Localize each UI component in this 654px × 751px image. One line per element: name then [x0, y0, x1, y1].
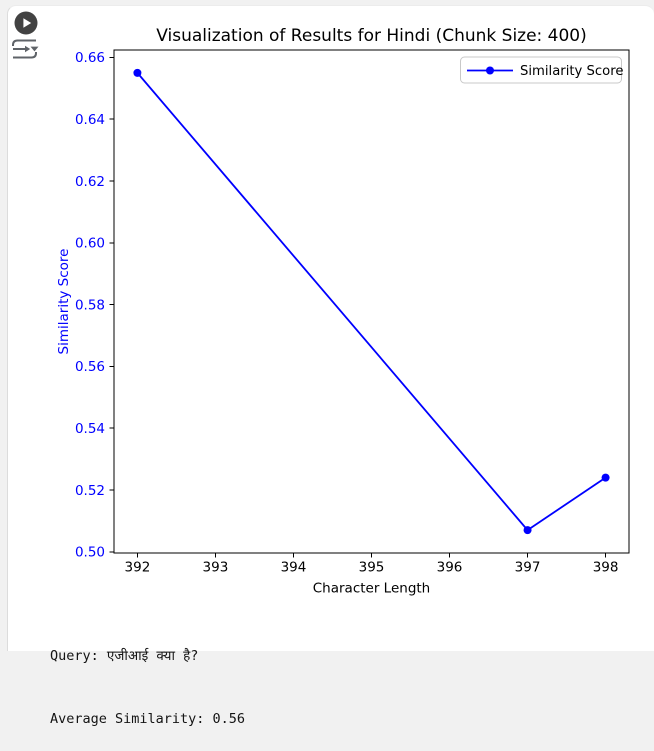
cell-options-button[interactable]	[11, 38, 39, 60]
similarity-line-chart: 392 393 394 395 396 397 398 0.50 0.52 0.54 0.56 0.5…	[56, 26, 630, 597]
cell-output-card	[7, 5, 654, 651]
y-axis-label: Similarity Score	[56, 249, 72, 355]
x-tick-label: 397	[515, 560, 541, 576]
y-tick-label: 0.58	[75, 297, 105, 313]
y-tick-label: 0.66	[75, 50, 105, 66]
data-point-marker	[601, 473, 610, 482]
play-circle-icon	[14, 11, 38, 35]
y-tick-label: 0.54	[75, 421, 105, 437]
plot-border	[113, 49, 630, 554]
x-tick-label: 392	[125, 560, 151, 576]
y-tick-label: 0.64	[75, 112, 105, 128]
chart-title: Visualization of Results for Hindi (Chun…	[156, 26, 587, 46]
y-tick-label: 0.60	[75, 236, 105, 252]
console-query-line: Query: एजीआई क्या है?	[50, 648, 199, 664]
x-tick-label: 398	[593, 560, 619, 576]
y-tick-label: 0.50	[75, 545, 105, 561]
x-tick-label: 396	[437, 560, 463, 576]
y-tick-label: 0.52	[75, 483, 105, 499]
x-tick-label: 393	[203, 560, 229, 576]
x-tick-label: 395	[359, 560, 385, 576]
legend-box	[460, 56, 622, 84]
cell-options-icon	[12, 39, 39, 59]
run-cell-button[interactable]	[13, 10, 39, 36]
data-point-marker	[523, 526, 532, 535]
x-axis-label: Character Length	[313, 581, 431, 597]
y-tick-label: 0.62	[75, 174, 105, 190]
legend-marker-sample	[486, 66, 494, 75]
console-average-similarity-line: Average Similarity: 0.56	[50, 711, 246, 727]
console-output: Query: एजीआई क्या है? Average Similarity…	[50, 604, 245, 751]
similarity-line	[136, 71, 607, 532]
x-tick-label: 394	[281, 560, 307, 576]
y-tick-label: 0.56	[75, 359, 105, 375]
data-point-marker	[133, 68, 142, 77]
legend-label: Similarity Score	[520, 64, 623, 79]
